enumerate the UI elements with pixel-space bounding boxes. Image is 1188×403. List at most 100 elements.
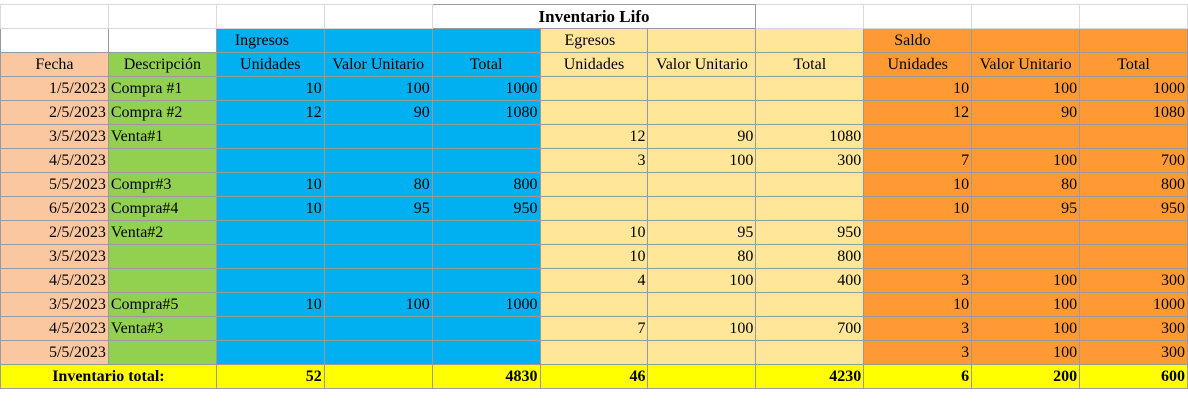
cell-sal-unidades[interactable]: 10 xyxy=(863,292,973,317)
cell[interactable] xyxy=(647,28,757,53)
cell[interactable] xyxy=(0,4,109,29)
cell-ing-total[interactable]: 1000 xyxy=(431,76,541,101)
cell-egr-valor-unitario[interactable] xyxy=(647,292,757,317)
cell-sal-total[interactable]: 1000 xyxy=(1079,292,1188,317)
cell-ing-unidades[interactable] xyxy=(215,124,325,149)
cell[interactable] xyxy=(215,4,325,29)
cell-sal-unidades[interactable]: 7 xyxy=(863,148,973,173)
cell-egr-total[interactable]: 700 xyxy=(755,316,865,341)
cell-sal-total[interactable]: 300 xyxy=(1079,316,1188,341)
cell-sal-valor-unitario[interactable]: 100 xyxy=(971,148,1081,173)
cell[interactable] xyxy=(107,4,217,29)
cell-fecha[interactable]: 2/5/2023 xyxy=(0,220,109,245)
cell-egr-total[interactable]: 1080 xyxy=(755,124,865,149)
cell-sal-unidades[interactable] xyxy=(863,244,973,269)
cell-egr-total[interactable] xyxy=(755,196,865,221)
cell-egr-valor-unitario[interactable] xyxy=(647,76,757,101)
cell-egr-valor-unitario[interactable]: 80 xyxy=(647,244,757,269)
cell-descripcion[interactable]: Venta#2 xyxy=(107,220,217,245)
cell[interactable] xyxy=(971,4,1081,29)
cell-sal-unidades[interactable]: 3 xyxy=(863,340,973,365)
cell-sal-unidades[interactable]: 10 xyxy=(863,196,973,221)
cell[interactable] xyxy=(323,28,433,53)
cell-egr-unidades[interactable] xyxy=(539,292,649,317)
sheet-title[interactable]: Inventario Lifo xyxy=(431,4,757,29)
cell-fecha[interactable]: 4/5/2023 xyxy=(0,268,109,293)
cell-egr-unidades[interactable] xyxy=(539,196,649,221)
cell-ing-total[interactable]: 1080 xyxy=(431,100,541,125)
header-egr-valor-unitario[interactable]: Valor Unitario xyxy=(647,52,757,77)
cell-descripcion[interactable] xyxy=(107,148,217,173)
cell-sal-valor-unitario[interactable]: 100 xyxy=(971,340,1081,365)
cell-egr-valor-unitario[interactable]: 100 xyxy=(647,268,757,293)
header-sal-total[interactable]: Total xyxy=(1079,52,1188,77)
total-ing-valor[interactable] xyxy=(323,364,433,389)
cell-ing-valor-unitario[interactable] xyxy=(323,148,433,173)
header-sal-valor-unitario[interactable]: Valor Unitario xyxy=(971,52,1081,77)
cell-ing-unidades[interactable] xyxy=(215,268,325,293)
cell-ing-valor-unitario[interactable]: 100 xyxy=(323,292,433,317)
cell-egr-unidades[interactable]: 4 xyxy=(539,268,649,293)
header-descripcion[interactable]: Descripción xyxy=(107,52,217,77)
cell-ing-valor-unitario[interactable]: 100 xyxy=(323,76,433,101)
cell-ing-total[interactable] xyxy=(431,340,541,365)
totals-label[interactable]: Inventario total: xyxy=(0,364,217,389)
cell-fecha[interactable]: 1/5/2023 xyxy=(0,76,109,101)
cell-sal-valor-unitario[interactable]: 95 xyxy=(971,196,1081,221)
cell-ing-unidades[interactable] xyxy=(215,316,325,341)
cell-sal-unidades[interactable]: 10 xyxy=(863,172,973,197)
cell-ing-total[interactable] xyxy=(431,148,541,173)
cell-sal-total[interactable]: 300 xyxy=(1079,268,1188,293)
cell-ing-total[interactable] xyxy=(431,220,541,245)
cell-sal-valor-unitario[interactable]: 100 xyxy=(971,292,1081,317)
cell-ing-total[interactable] xyxy=(431,316,541,341)
total-sal-total[interactable]: 600 xyxy=(1079,364,1188,389)
cell-egr-unidades[interactable] xyxy=(539,100,649,125)
cell-fecha[interactable]: 4/5/2023 xyxy=(0,316,109,341)
cell-sal-total[interactable]: 1080 xyxy=(1079,100,1188,125)
cell-egr-total[interactable] xyxy=(755,76,865,101)
cell-descripcion[interactable]: Compra#5 xyxy=(107,292,217,317)
cell-ing-unidades[interactable] xyxy=(215,220,325,245)
cell-fecha[interactable]: 3/5/2023 xyxy=(0,244,109,269)
cell-ing-total[interactable] xyxy=(431,124,541,149)
header-sal-unidades[interactable]: Unidades xyxy=(863,52,973,77)
cell-sal-valor-unitario[interactable] xyxy=(971,220,1081,245)
cell-egr-unidades[interactable]: 7 xyxy=(539,316,649,341)
cell[interactable] xyxy=(755,4,865,29)
group-ingresos[interactable]: Ingresos xyxy=(215,28,325,53)
cell-egr-unidades[interactable] xyxy=(539,172,649,197)
cell[interactable] xyxy=(323,4,433,29)
cell-sal-total[interactable] xyxy=(1079,124,1188,149)
cell-egr-unidades[interactable]: 10 xyxy=(539,220,649,245)
cell-egr-total[interactable] xyxy=(755,292,865,317)
cell-descripcion[interactable]: Compra#4 xyxy=(107,196,217,221)
total-ing-total[interactable]: 4830 xyxy=(431,364,541,389)
cell-sal-valor-unitario[interactable] xyxy=(971,124,1081,149)
cell-ing-unidades[interactable] xyxy=(215,244,325,269)
cell-sal-unidades[interactable]: 10 xyxy=(863,76,973,101)
cell-descripcion[interactable]: Compra #1 xyxy=(107,76,217,101)
cell-ing-total[interactable] xyxy=(431,268,541,293)
cell-ing-unidades[interactable]: 10 xyxy=(215,292,325,317)
total-egr-unidades[interactable]: 46 xyxy=(539,364,649,389)
cell-descripcion[interactable] xyxy=(107,244,217,269)
cell-ing-valor-unitario[interactable] xyxy=(323,220,433,245)
cell-egr-valor-unitario[interactable] xyxy=(647,196,757,221)
cell-sal-unidades[interactable]: 3 xyxy=(863,316,973,341)
cell-sal-unidades[interactable] xyxy=(863,220,973,245)
header-ing-valor-unitario[interactable]: Valor Unitario xyxy=(323,52,433,77)
cell-ing-valor-unitario[interactable] xyxy=(323,124,433,149)
cell-ing-unidades[interactable] xyxy=(215,340,325,365)
cell-sal-total[interactable] xyxy=(1079,244,1188,269)
cell-sal-unidades[interactable]: 3 xyxy=(863,268,973,293)
cell[interactable] xyxy=(1079,28,1188,53)
total-egr-valor[interactable] xyxy=(647,364,757,389)
total-ing-unidades[interactable]: 52 xyxy=(215,364,325,389)
header-ing-total[interactable]: Total xyxy=(431,52,541,77)
cell-ing-unidades[interactable]: 10 xyxy=(215,196,325,221)
cell-ing-valor-unitario[interactable] xyxy=(323,244,433,269)
total-sal-unidades[interactable]: 6 xyxy=(863,364,973,389)
cell-egr-total[interactable]: 950 xyxy=(755,220,865,245)
cell-egr-total[interactable]: 800 xyxy=(755,244,865,269)
